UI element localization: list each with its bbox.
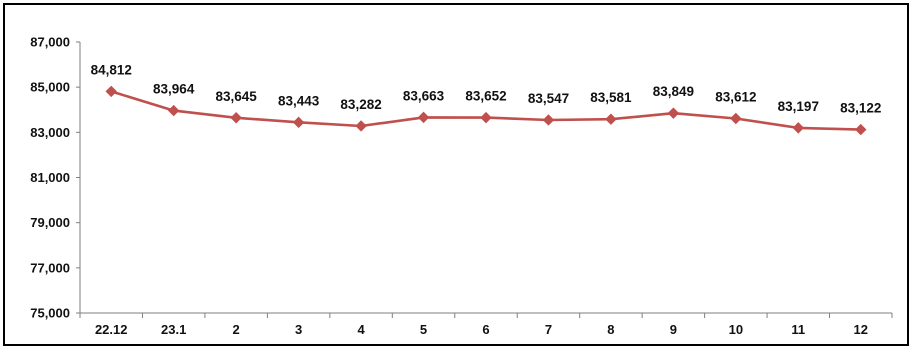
x-tick-label: 3 (295, 322, 302, 337)
chart-axes (79, 42, 892, 314)
x-tick-label: 11 (791, 322, 805, 337)
data-label: 83,547 (528, 91, 569, 106)
data-label: 83,443 (278, 93, 320, 108)
x-tick-label: 5 (420, 322, 427, 337)
data-label: 83,282 (340, 97, 381, 112)
chart-frame (3, 3, 909, 346)
x-tick-label: 10 (729, 322, 743, 337)
x-tick-label: 22.12 (95, 322, 128, 337)
data-label: 83,663 (403, 88, 445, 103)
data-labels: 84,812 83,964 83,645 83,443 83,282 83,663 83,6… (91, 62, 882, 115)
data-label: 83,652 (465, 89, 506, 104)
data-point-marker (292, 116, 305, 129)
data-point-marker (230, 112, 242, 124)
x-tick-label: 2 (233, 322, 240, 337)
x-tick-label: 8 (607, 322, 614, 337)
y-tick-label: 77,000 (30, 260, 70, 275)
y-tick-label: 83,000 (30, 125, 70, 140)
x-tick-label: 4 (357, 322, 365, 337)
data-point-marker (480, 111, 492, 124)
data-point-marker (855, 123, 867, 136)
data-point-marker (167, 104, 180, 117)
y-tick-label: 79,000 (30, 215, 70, 230)
data-label: 83,122 (840, 101, 881, 116)
data-point-marker (355, 120, 367, 132)
y-tick-label: 87,000 (30, 35, 70, 50)
x-tick-label: 6 (482, 322, 489, 337)
x-axis-ticks: 22.12 23.1 2 3 4 5 6 7 8 9 10 11 12 (79, 313, 893, 337)
series-layer (105, 85, 867, 136)
data-point-marker (605, 113, 617, 125)
data-point-marker (542, 114, 555, 126)
data-label: 83,197 (778, 99, 819, 114)
data-label: 84,812 (91, 62, 132, 77)
x-tick-label: 12 (854, 322, 868, 337)
data-point-marker (105, 85, 117, 98)
y-tick-label: 75,000 (30, 306, 70, 321)
data-point-marker (792, 122, 805, 134)
y-tick-label: 81,000 (30, 170, 70, 185)
x-tick-label: 7 (545, 322, 552, 337)
y-tick-label: 85,000 (30, 80, 70, 95)
data-label: 83,849 (653, 84, 694, 99)
x-tick-label: 23.1 (161, 322, 186, 337)
data-label: 83,581 (590, 90, 632, 105)
data-point-marker (730, 112, 742, 125)
y-axis-ticks: 87,000 85,000 83,000 81,000 79,000 77,000 75,0… (30, 35, 80, 321)
data-label: 83,612 (715, 90, 756, 105)
data-point-marker (667, 107, 680, 119)
x-tick-label: 9 (670, 322, 677, 337)
data-point-marker (417, 111, 430, 124)
data-label: 83,964 (153, 82, 195, 97)
data-label: 83,645 (216, 89, 258, 104)
